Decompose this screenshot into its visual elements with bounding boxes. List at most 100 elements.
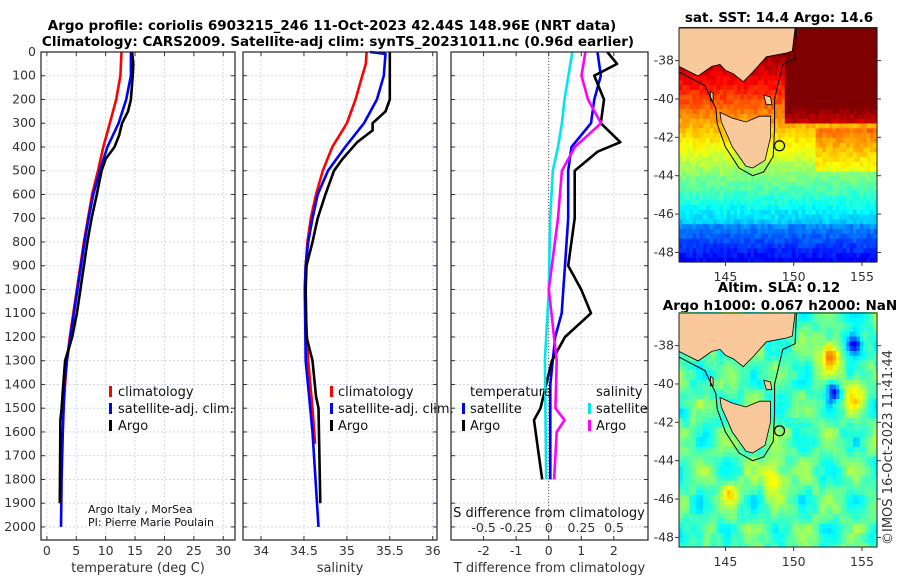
field-cell	[798, 185, 803, 191]
field-cell	[709, 494, 714, 500]
field-cell	[682, 542, 687, 548]
field-cell	[808, 127, 813, 134]
field-cell	[791, 441, 796, 447]
field-cell	[788, 247, 793, 253]
field-cell	[699, 398, 704, 404]
field-cell	[696, 223, 701, 229]
field-cell	[870, 132, 875, 138]
field-cell	[689, 465, 694, 471]
field-cell	[689, 127, 694, 134]
field-cell	[733, 223, 738, 229]
field-cell	[713, 527, 718, 534]
field-cell	[863, 194, 868, 201]
field-cell	[685, 436, 690, 443]
field-cell	[798, 393, 803, 399]
field-cell	[679, 156, 683, 162]
field-cell	[679, 417, 683, 423]
field-cell	[679, 65, 683, 71]
field-cell	[778, 455, 782, 462]
field-cell	[689, 142, 694, 148]
field-cell	[730, 204, 735, 210]
lon-tick-label: 155	[850, 269, 874, 284]
field-cell	[713, 113, 718, 119]
field-cell	[726, 233, 731, 239]
field-cell	[825, 36, 830, 42]
field-cell	[709, 360, 714, 366]
field-cell	[696, 175, 701, 182]
field-cell	[702, 146, 707, 153]
field-cell	[696, 374, 701, 380]
field-cell	[812, 31, 817, 38]
field-cell	[754, 175, 759, 182]
field-cell	[696, 403, 701, 409]
field-cell	[853, 257, 858, 263]
field-cell	[798, 436, 803, 443]
field-cell	[784, 242, 789, 249]
field-cell	[870, 156, 875, 162]
field-cell	[709, 412, 714, 419]
field-cell	[713, 470, 718, 476]
field-cell	[801, 455, 806, 462]
field-cell	[702, 537, 707, 543]
field-cell	[774, 84, 779, 90]
field-cell	[720, 384, 724, 390]
field-cell	[747, 252, 752, 258]
field-cell	[791, 503, 796, 510]
field-cell	[702, 431, 707, 438]
field-cell	[730, 475, 735, 481]
field-cell	[788, 127, 793, 134]
field-cell	[702, 132, 707, 138]
field-cell	[801, 190, 806, 196]
field-cell	[842, 161, 847, 167]
field-cell	[679, 479, 683, 486]
field-cell	[709, 65, 714, 71]
x-tick-label: 30	[215, 543, 231, 558]
field-cell	[726, 161, 731, 167]
field-cell	[685, 108, 690, 114]
field-cell	[696, 233, 701, 239]
field-cell	[679, 132, 683, 138]
field-cell	[849, 103, 854, 110]
field-cell	[709, 465, 714, 471]
field-cell	[713, 175, 718, 182]
field-cell	[788, 508, 793, 514]
field-cell	[679, 513, 683, 519]
field-cell	[822, 209, 827, 215]
field-cell	[812, 194, 817, 201]
field-cell	[801, 70, 806, 76]
field-cell	[774, 494, 779, 500]
field-cell	[754, 460, 759, 467]
field-cell	[709, 398, 714, 404]
field-cell	[784, 523, 789, 529]
y-tick-label: 500	[12, 163, 36, 178]
field-cell	[798, 46, 803, 52]
field-cell	[774, 209, 779, 215]
field-cell	[784, 199, 789, 206]
field-cell	[791, 513, 796, 519]
field-cell	[706, 513, 711, 519]
field-cell	[784, 384, 789, 390]
field-cell	[771, 137, 776, 143]
field-cell	[778, 494, 782, 500]
legend-label-climatology: climatology	[118, 385, 194, 400]
field-cell	[795, 252, 800, 258]
field-cell	[706, 70, 711, 76]
field-cell	[873, 161, 878, 167]
field-cell	[774, 190, 779, 196]
field-cell	[808, 51, 813, 57]
field-cell	[795, 79, 800, 86]
field-cell	[791, 336, 796, 342]
field-cell	[815, 118, 820, 124]
field-cell	[801, 41, 806, 47]
field-cell	[716, 214, 721, 220]
field-cell	[685, 242, 690, 249]
field-cell	[784, 484, 789, 491]
field-cell	[689, 542, 694, 548]
field-cell	[863, 55, 868, 62]
field-cell	[709, 204, 714, 210]
field-cell	[791, 132, 796, 138]
field-cell	[795, 228, 800, 234]
field-cell	[870, 214, 875, 220]
field-cell	[808, 247, 813, 253]
field-cell	[679, 146, 683, 153]
